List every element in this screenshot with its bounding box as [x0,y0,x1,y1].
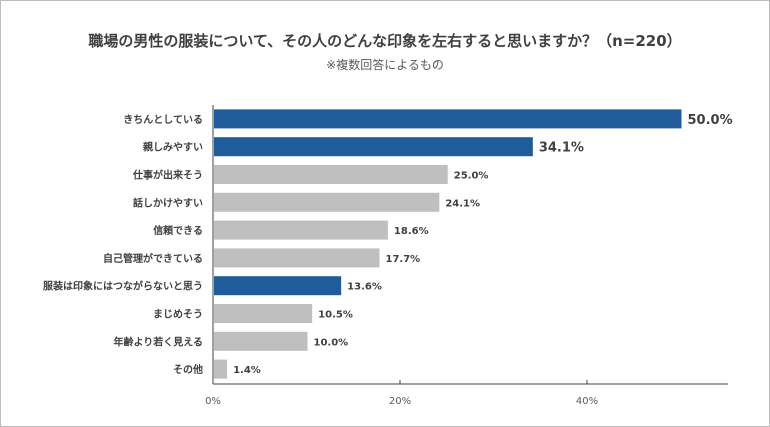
value-label: 10.5% [318,310,353,321]
chart-title: 職場の男性の服装について、その人のどんな印象を左右すると思いますか？（n=220… [88,32,682,50]
bar [214,137,533,157]
value-label: 17.7% [385,254,420,265]
chart-subtitle: ※複数回答によるもの [326,58,444,72]
category-label: 話しかけやすい [133,196,203,209]
bar [214,165,448,184]
value-label: 24.1% [445,198,480,209]
value-label: 18.6% [394,226,429,237]
bar [214,331,308,351]
category-label: 親しみやすい [143,141,203,154]
category-label: その他 [173,363,203,376]
x-tick-label: 20% [389,396,411,407]
category-label: 自己管理ができている [103,252,203,265]
value-labels: 50.0% 34.1% 25.0% 24.1% 18.6% 17.7% 13.6% 10.5%… [233,113,733,376]
bar [214,192,440,212]
bars-group [214,109,682,379]
axes: 0% 20% 40% [205,105,728,407]
x-tick-label: 40% [576,396,598,407]
category-label: 仕事が出来そう [132,169,203,182]
category-label: 服装は印象にはつながらないと思う [43,280,203,293]
x-tick-label: 0% [205,396,221,407]
value-label: 10.0% [314,337,349,348]
bar [214,359,228,379]
category-label: 信頼できる [153,224,203,237]
bar [214,248,380,268]
category-label: 年齢より若く見える [114,335,204,348]
value-label: 50.0% [688,113,733,128]
category-label: まじめそう [153,309,203,321]
category-label: きちんとしている [123,114,203,126]
value-label: 25.0% [454,171,489,182]
value-label: 13.6% [347,282,382,293]
bar [214,220,388,240]
bar [214,276,342,296]
value-label: 1.4% [233,365,261,376]
value-label: 34.1% [539,141,584,156]
bar [214,109,682,129]
bar [214,304,313,323]
category-labels: きちんとしている親しみやすい仕事が出来そう話しかけやすい信頼できる自己管理ができ… [43,114,203,376]
